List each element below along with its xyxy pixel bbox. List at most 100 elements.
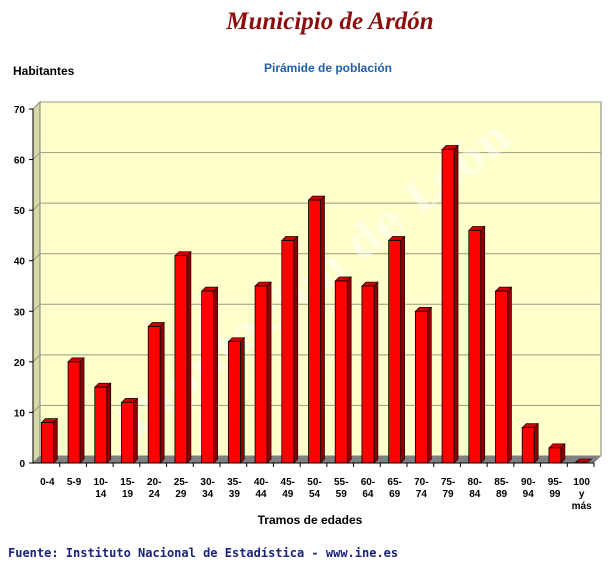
bar-side (133, 397, 138, 464)
bar (120, 397, 139, 464)
bar-front (40, 422, 54, 464)
x-tick-label: 30-34 (200, 477, 214, 500)
bar-front (227, 341, 241, 464)
gridline-side (32, 101, 41, 110)
x-tick-label: 65-69 (387, 477, 401, 500)
gridline-side (32, 303, 41, 312)
x-tick-label: 20-24 (147, 477, 161, 500)
bar-side (427, 306, 432, 464)
x-tick-label: 75-79 (441, 477, 455, 500)
bar-front (548, 447, 562, 464)
gridline-side (32, 405, 41, 413)
bar (147, 321, 165, 464)
bar (387, 235, 406, 464)
bar-side (186, 250, 192, 464)
bar-side (400, 235, 405, 464)
x-tick-label: 60-64 (361, 477, 375, 500)
bar-side (373, 281, 379, 464)
bar-front (254, 285, 268, 464)
x-tick-label: 5-9 (67, 477, 82, 488)
bar-front (67, 361, 81, 464)
bar-side (106, 382, 112, 464)
bar (334, 276, 352, 464)
bar-side (159, 321, 165, 464)
gridline-side (32, 253, 41, 262)
x-tick-label: 40-44 (254, 477, 268, 500)
y-tick-label: 60 (14, 156, 26, 167)
bar-front (147, 326, 161, 464)
bar-front (94, 386, 108, 464)
bar-side (240, 336, 245, 464)
bar-side (533, 422, 539, 464)
x-tick-label: 100 y más (572, 477, 592, 512)
bar-front (174, 255, 188, 464)
bar-front (281, 240, 295, 464)
bar-front (468, 229, 482, 464)
bar (441, 144, 459, 464)
x-tick-label: 95-99 (548, 477, 562, 500)
x-tick-label: 70-74 (414, 477, 428, 500)
bar-front (361, 285, 375, 464)
bar (67, 357, 85, 464)
gridline-side (32, 202, 41, 211)
x-tick-label: 80-84 (468, 477, 482, 500)
bar-front (495, 290, 508, 464)
bar (174, 250, 192, 464)
x-tick-label: 15-19 (120, 477, 134, 500)
bar (307, 195, 326, 464)
y-tick-label: 50 (14, 206, 26, 217)
chart-title: Municipio de Ardón (226, 8, 434, 35)
x-tick-label: 45-49 (281, 477, 295, 500)
bar (521, 422, 539, 464)
bar-side (79, 357, 85, 464)
bar-front (334, 280, 348, 464)
x-tick-label: 35-39 (227, 477, 241, 500)
x-tick-label: 10-14 (94, 477, 108, 500)
bar-front (441, 149, 455, 464)
bar-side (53, 417, 58, 464)
y-axis-label: Habitantes (13, 64, 75, 78)
x-tick-label: 0-4 (40, 477, 55, 488)
bar (574, 458, 593, 463)
bar-side (320, 195, 325, 464)
y-tick-label: 0 (19, 459, 25, 470)
bar-front (521, 427, 535, 464)
bar-side (453, 144, 459, 464)
bar (40, 417, 59, 464)
bar-side (293, 235, 299, 464)
bar (548, 443, 566, 464)
gridline-side (32, 152, 41, 160)
y-tick-label: 30 (14, 307, 26, 318)
gridline-side (32, 354, 41, 363)
bar-side (346, 276, 352, 464)
bar (361, 281, 379, 464)
bar-side (480, 225, 486, 464)
bar (414, 306, 433, 464)
x-tick-label: 25-29 (174, 477, 188, 500)
bar (200, 286, 219, 464)
x-tick-label: 50-54 (307, 477, 321, 500)
x-tick-label: 90-94 (521, 477, 535, 500)
bar-front (201, 290, 215, 464)
bar-front (308, 199, 321, 464)
x-axis-label: Tramos de edades (257, 513, 363, 527)
y-tick-label: 70 (14, 105, 26, 116)
bar-front (388, 240, 402, 464)
bar (281, 235, 299, 464)
y-tick-label: 40 (14, 257, 26, 268)
chart-subtitle: Pirámide de población (263, 61, 393, 75)
bar-side (266, 281, 272, 464)
bar (468, 225, 486, 464)
bar (94, 382, 112, 464)
bar-top (574, 458, 593, 463)
bar-front (121, 401, 134, 464)
source-note: Fuente: Instituto Nacional de Estadístic… (8, 546, 399, 560)
bar (227, 336, 246, 464)
bar (494, 286, 513, 464)
bar-side (213, 286, 218, 464)
x-tick-label: 55-59 (334, 477, 348, 500)
bar (254, 281, 272, 464)
bar-front (414, 310, 428, 464)
y-tick-label: 20 (14, 358, 26, 369)
